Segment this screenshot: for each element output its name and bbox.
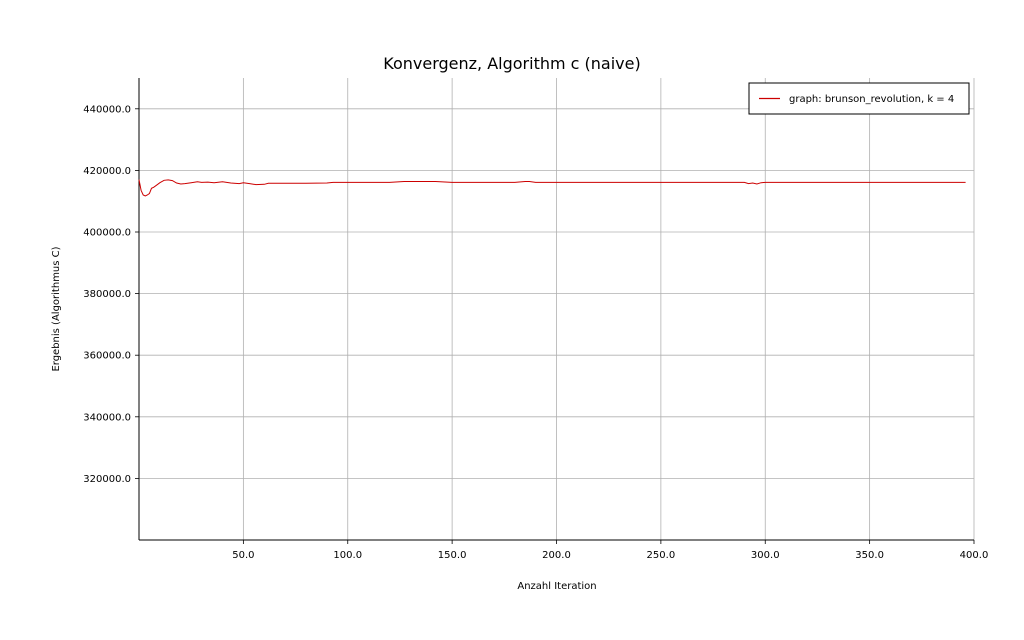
y-tick-label: 440000.0: [83, 104, 131, 115]
legend-box: [748, 82, 970, 115]
y-tick-label: 420000.0: [83, 166, 131, 177]
x-tick-label: 400.0: [960, 550, 989, 561]
y-tick-label: 400000.0: [83, 228, 131, 239]
x-tick-label: 250.0: [647, 550, 676, 561]
x-tick-labels: 50.0 100.0 150.0 200.0 250.0 300.0 350.0 400.0: [232, 550, 988, 561]
y-tick-label: 380000.0: [83, 289, 131, 300]
y-tick-label: 320000.0: [83, 474, 131, 485]
legend-label: graph: brunson_revolution, k = 4: [789, 94, 954, 105]
x-tick-label: 300.0: [751, 550, 780, 561]
x-tick-label: 100.0: [333, 550, 362, 561]
y-tick-label: 340000.0: [83, 412, 131, 423]
x-tick-label: 200.0: [542, 550, 571, 561]
axes: [135, 78, 975, 544]
y-axis-label: Ergebnis (Algorithmus C): [51, 246, 62, 371]
chart-title: Konvergenz, Algorithm c (naive): [383, 54, 640, 73]
y-tick-label: 360000.0: [83, 351, 131, 362]
legend: graph: brunson_revolution, k = 4: [748, 82, 970, 115]
series-group: [138, 179, 966, 197]
x-axis-label: Anzahl Iteration: [517, 581, 596, 592]
x-tick-label: 50.0: [232, 550, 254, 561]
x-tick-label: 150.0: [438, 550, 467, 561]
series-line: [138, 179, 966, 197]
x-tick-label: 350.0: [855, 550, 884, 561]
y-tick-labels: 320000.0 340000.0 360000.0 380000.0 400000.0…: [83, 104, 131, 485]
grid-lines: [139, 78, 975, 540]
